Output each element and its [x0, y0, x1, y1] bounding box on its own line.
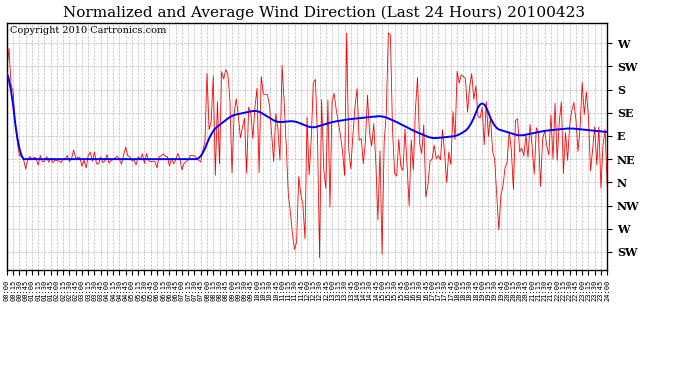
- Text: Copyright 2010 Cartronics.com: Copyright 2010 Cartronics.com: [10, 26, 166, 35]
- Text: Normalized and Average Wind Direction (Last 24 Hours) 20100423: Normalized and Average Wind Direction (L…: [63, 6, 585, 20]
